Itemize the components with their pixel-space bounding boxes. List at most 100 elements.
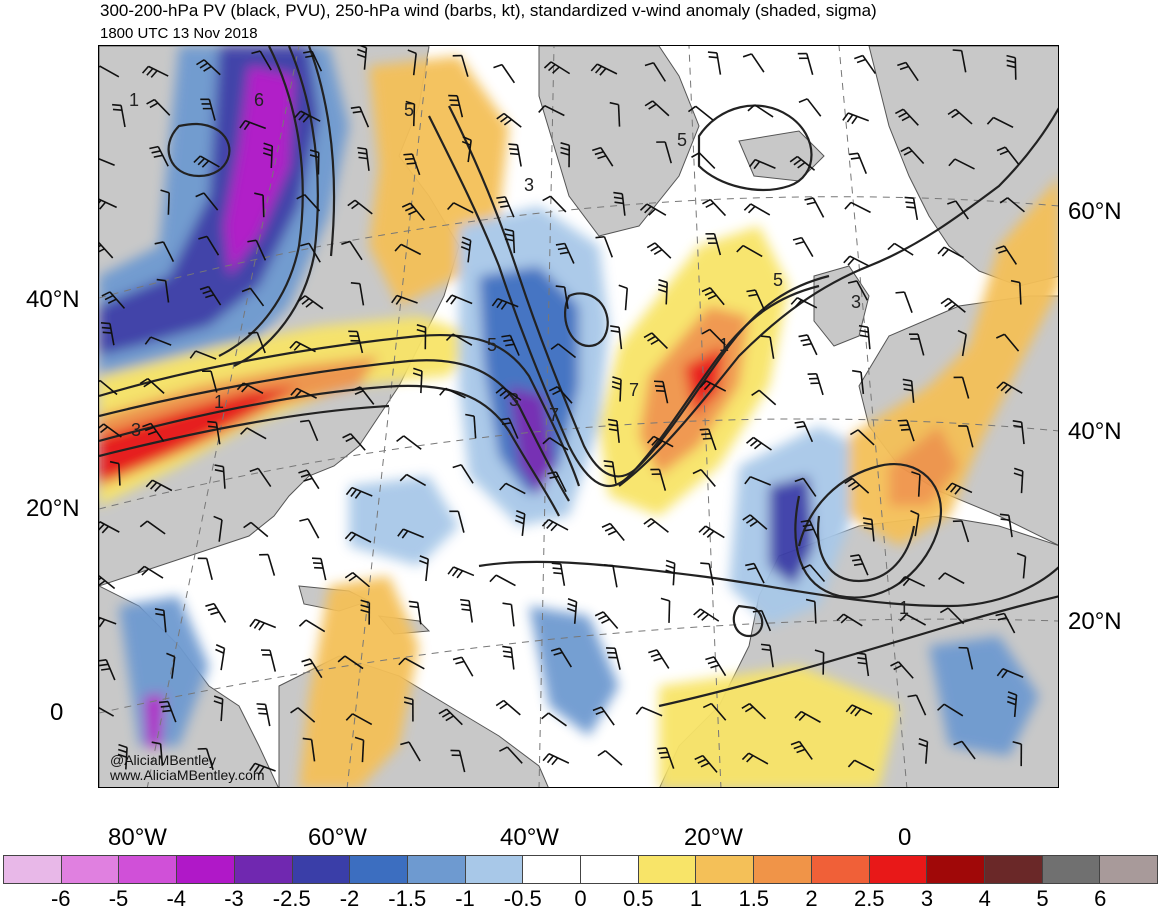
- pv-label: 7: [629, 380, 639, 400]
- wind-barb: [555, 285, 569, 309]
- lon-label: 80°W: [108, 824, 167, 851]
- wind-barb: [302, 737, 316, 762]
- wind-barb: [1006, 54, 1017, 80]
- wind-barb: [736, 244, 763, 258]
- wind-barb: [707, 51, 722, 75]
- wind-barb: [341, 240, 363, 261]
- colorbar-swatch: [1100, 856, 1158, 883]
- lat-label-left: 40°N: [26, 286, 80, 313]
- wind-barb: [894, 108, 919, 126]
- anomaly-negative-trough-core: [479, 266, 579, 496]
- wind-barb: [251, 50, 272, 71]
- wind-barb: [845, 704, 873, 717]
- wind-barb: [792, 236, 814, 257]
- wind-barb: [158, 700, 177, 723]
- colorbar-tick-label: -2.5: [272, 886, 311, 911]
- wind-barb: [262, 142, 274, 169]
- wind-barb: [416, 324, 427, 350]
- wind-barb: [856, 652, 870, 677]
- wind-barb: [747, 104, 774, 118]
- wind-barb: [543, 61, 571, 75]
- wind-barb: [639, 203, 667, 216]
- wind-barb: [214, 464, 226, 489]
- wind-barb: [741, 752, 769, 765]
- wind-barb: [452, 464, 474, 484]
- wind-barb: [844, 201, 871, 214]
- wind-barb: [995, 333, 1020, 352]
- colorbar-tick-label: -1.5: [388, 886, 427, 911]
- wind-barb: [910, 510, 920, 537]
- wind-barb: [908, 333, 925, 356]
- wind-barb: [290, 387, 317, 399]
- wind-barb: [694, 754, 718, 773]
- wind-barb: [595, 235, 614, 258]
- wind-barb: [403, 696, 414, 722]
- wind-barb: [607, 418, 620, 443]
- wind-barb: [843, 255, 870, 267]
- wind-barb: [904, 196, 919, 221]
- colorbar: [3, 855, 1158, 884]
- wind-barb: [937, 246, 964, 259]
- wind-barb: [249, 467, 272, 488]
- wind-barb: [646, 435, 674, 449]
- wind-barb: [460, 236, 472, 263]
- wind-barb: [854, 54, 877, 75]
- wind-barb: [351, 386, 375, 405]
- colorbar-swatch: [927, 856, 985, 883]
- wind-barb: [99, 616, 117, 628]
- wind-barb: [142, 422, 165, 442]
- wind-barb: [236, 382, 264, 394]
- wind-barb: [804, 197, 825, 218]
- lat-label-left: 20°N: [26, 495, 80, 522]
- colorbar-swatch: [754, 856, 812, 883]
- colorbar-tick-label: -1: [455, 886, 475, 911]
- wind-barb: [897, 61, 919, 82]
- wind-barb: [701, 328, 726, 346]
- wind-barb: [99, 706, 115, 717]
- credit-handle: @AliciaMBentley: [110, 752, 217, 768]
- pv-label: 3: [851, 292, 861, 312]
- wind-barb: [514, 510, 526, 536]
- wind-barb: [151, 741, 164, 766]
- wind-barb: [403, 153, 421, 176]
- wind-barb: [502, 602, 515, 627]
- wind-barb: [660, 597, 671, 623]
- wind-barb: [592, 146, 614, 167]
- lat-label-left: 0: [50, 699, 64, 726]
- wind-barb: [99, 659, 116, 681]
- wind-barb: [109, 460, 121, 486]
- wind-barb: [452, 54, 469, 77]
- pv-label: 1: [129, 90, 139, 110]
- wind-barb: [836, 613, 863, 627]
- wind-barb: [798, 334, 818, 356]
- pv-label: 5: [773, 270, 783, 290]
- wind-barb: [611, 376, 622, 402]
- wind-barb: [348, 330, 364, 354]
- anomaly-negative-subtropics: [349, 476, 459, 566]
- wind-barb: [1010, 279, 1022, 305]
- wind-barb: [99, 423, 122, 438]
- wind-barb: [957, 329, 967, 357]
- wind-barb: [542, 753, 570, 766]
- wind-barb: [311, 557, 327, 581]
- colorbar-tick-label: 4: [978, 886, 991, 911]
- wind-barb: [842, 112, 869, 125]
- wind-barb: [653, 380, 669, 404]
- wind-barb: [902, 378, 915, 403]
- wind-barb: [751, 389, 777, 406]
- wind-barb: [752, 609, 772, 632]
- lat-label-right: 40°N: [1068, 418, 1122, 445]
- colorbar-tick-label: -3: [224, 886, 244, 911]
- colorbar-swatch: [523, 856, 582, 883]
- wind-barb-layer: [99, 46, 1027, 775]
- wind-barb: [594, 611, 619, 630]
- wind-barb: [603, 460, 617, 484]
- wind-barb: [895, 291, 913, 313]
- wind-barb: [160, 189, 170, 215]
- wind-barb: [460, 598, 474, 623]
- wind-barb: [995, 245, 1018, 265]
- colorbar-swatch: [61, 856, 120, 883]
- wind-barb: [112, 103, 126, 128]
- wind-barb: [547, 471, 567, 493]
- colorbar-tick-label: 0: [574, 886, 587, 911]
